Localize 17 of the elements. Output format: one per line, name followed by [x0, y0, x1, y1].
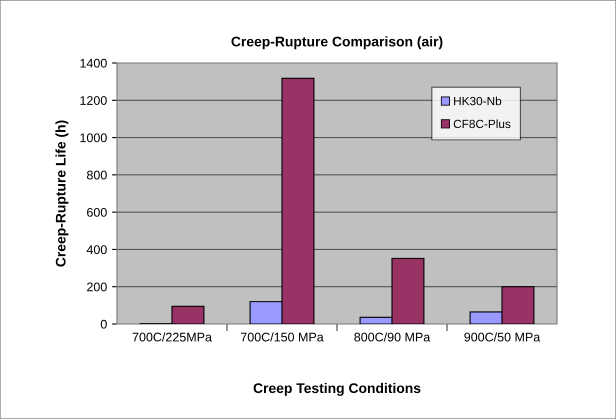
y-tick-label: 200 — [87, 282, 107, 292]
y-tick-label: 800 — [86, 170, 107, 180]
y-tick-label: 1400 — [80, 58, 107, 68]
y-tick-label: 1000 — [80, 133, 107, 142]
x-tick-label: 700C/225MPa — [132, 332, 212, 342]
x-axis-title: Creep Testing Conditions — [254, 382, 420, 396]
x-tick-label: 900C/50 MPa — [464, 332, 540, 342]
legend-label: HK30-Nb — [454, 96, 502, 106]
x-tick-label: 800C/90 MPa — [354, 332, 430, 342]
y-tick-label: 600 — [87, 208, 107, 217]
y-tick-label: 400 — [86, 245, 107, 254]
x-tick-label: 700C/150 MPa — [240, 332, 324, 342]
chart-title: Creep-Rupture Comparison (air) — [231, 36, 442, 50]
legend-label: CF8C-Plus — [454, 119, 510, 128]
y-tick-label: 0 — [100, 320, 107, 329]
y-tick-label: 1200 — [80, 96, 107, 105]
y-axis-title: Creep-Rupture Life (h) — [55, 120, 68, 267]
